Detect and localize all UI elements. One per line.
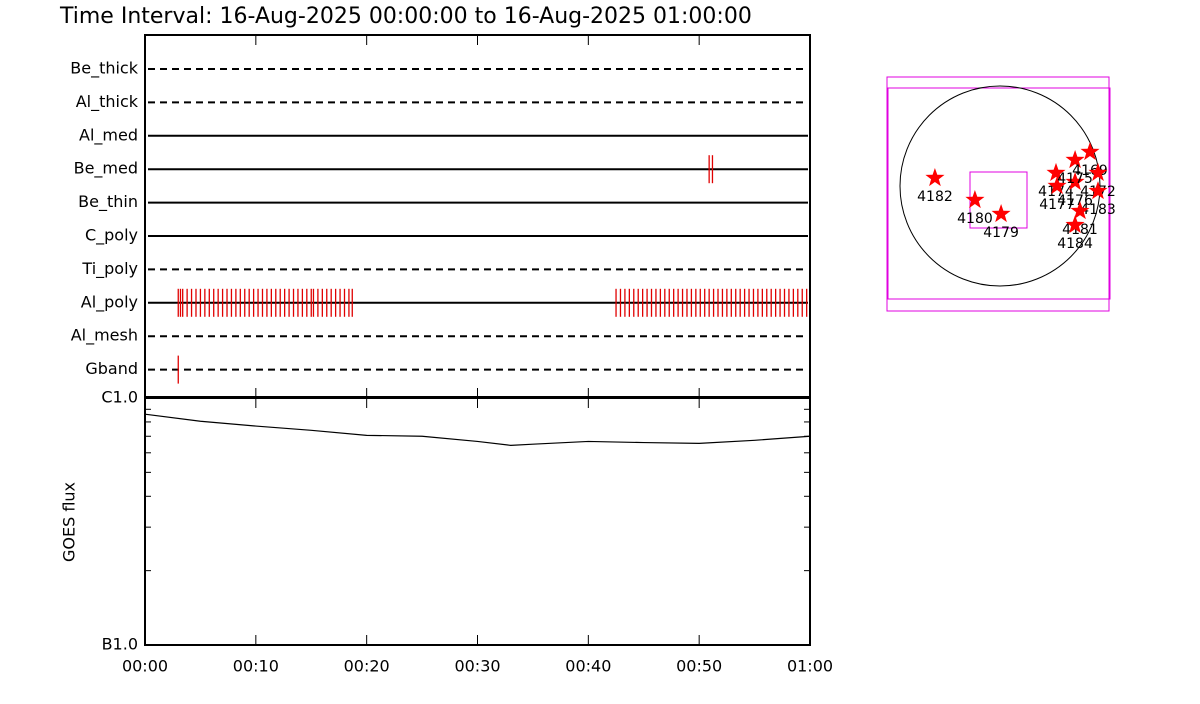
- region-label: 4182: [917, 189, 953, 205]
- region-marker: [965, 190, 985, 209]
- timeline-frame: [144, 34, 811, 398]
- x-tick-label: 01:00: [787, 657, 833, 676]
- goes-frame: [144, 397, 811, 646]
- x-tick-label: 00:30: [454, 657, 500, 676]
- x-tick-label: 00:10: [233, 657, 279, 676]
- row-label: Be_thick: [70, 59, 138, 79]
- region-marker: [1088, 162, 1108, 181]
- y-axis-label: GOES flux: [60, 482, 79, 562]
- region-label: 4174: [1038, 184, 1074, 200]
- region-marker: [1065, 172, 1085, 191]
- x-tick-label: 00:40: [565, 657, 611, 676]
- region-marker: [1080, 142, 1100, 161]
- row-label: Ti_poly: [81, 259, 138, 279]
- row-label: Al_poly: [81, 292, 138, 312]
- row-label: Gband: [85, 359, 138, 378]
- region-marker: [925, 168, 945, 187]
- goes-line: [144, 413, 811, 446]
- solar-disk: [899, 85, 1101, 287]
- region-marker: [1065, 215, 1085, 234]
- fov-box: [887, 87, 1111, 300]
- x-tick-label: 00:20: [344, 657, 390, 676]
- region-label: 4176: [1057, 193, 1093, 209]
- region-label: 4177: [1039, 197, 1075, 213]
- row-label: Al_med: [79, 125, 138, 145]
- region-marker: [1070, 201, 1090, 220]
- region-marker: [991, 204, 1011, 223]
- title: Time Interval: 16-Aug-2025 00:00:00 to 1…: [59, 4, 752, 29]
- region-marker: [1088, 181, 1108, 200]
- row-label: C_poly: [85, 226, 138, 246]
- row-label: Be_thin: [78, 192, 138, 212]
- region-label: 4179: [983, 225, 1019, 241]
- region-label: 4184: [1057, 236, 1093, 252]
- region-marker: [1065, 150, 1085, 169]
- row-label: Al_mesh: [71, 326, 138, 346]
- region-label: 4175: [1057, 171, 1093, 187]
- x-tick-label: 00:00: [122, 657, 168, 676]
- row-label: Be_med: [74, 159, 138, 179]
- region-marker: [1047, 176, 1067, 195]
- region-label: 4183: [1080, 202, 1116, 218]
- y-tick-label: C1.0: [101, 388, 138, 407]
- x-tick-label: 00:50: [676, 657, 722, 676]
- fov-box: [886, 76, 1110, 312]
- y-tick-label: B1.0: [102, 635, 138, 654]
- row-label: Al_thick: [76, 92, 139, 112]
- region-label: 4180: [957, 211, 993, 227]
- region-marker: [1046, 162, 1066, 181]
